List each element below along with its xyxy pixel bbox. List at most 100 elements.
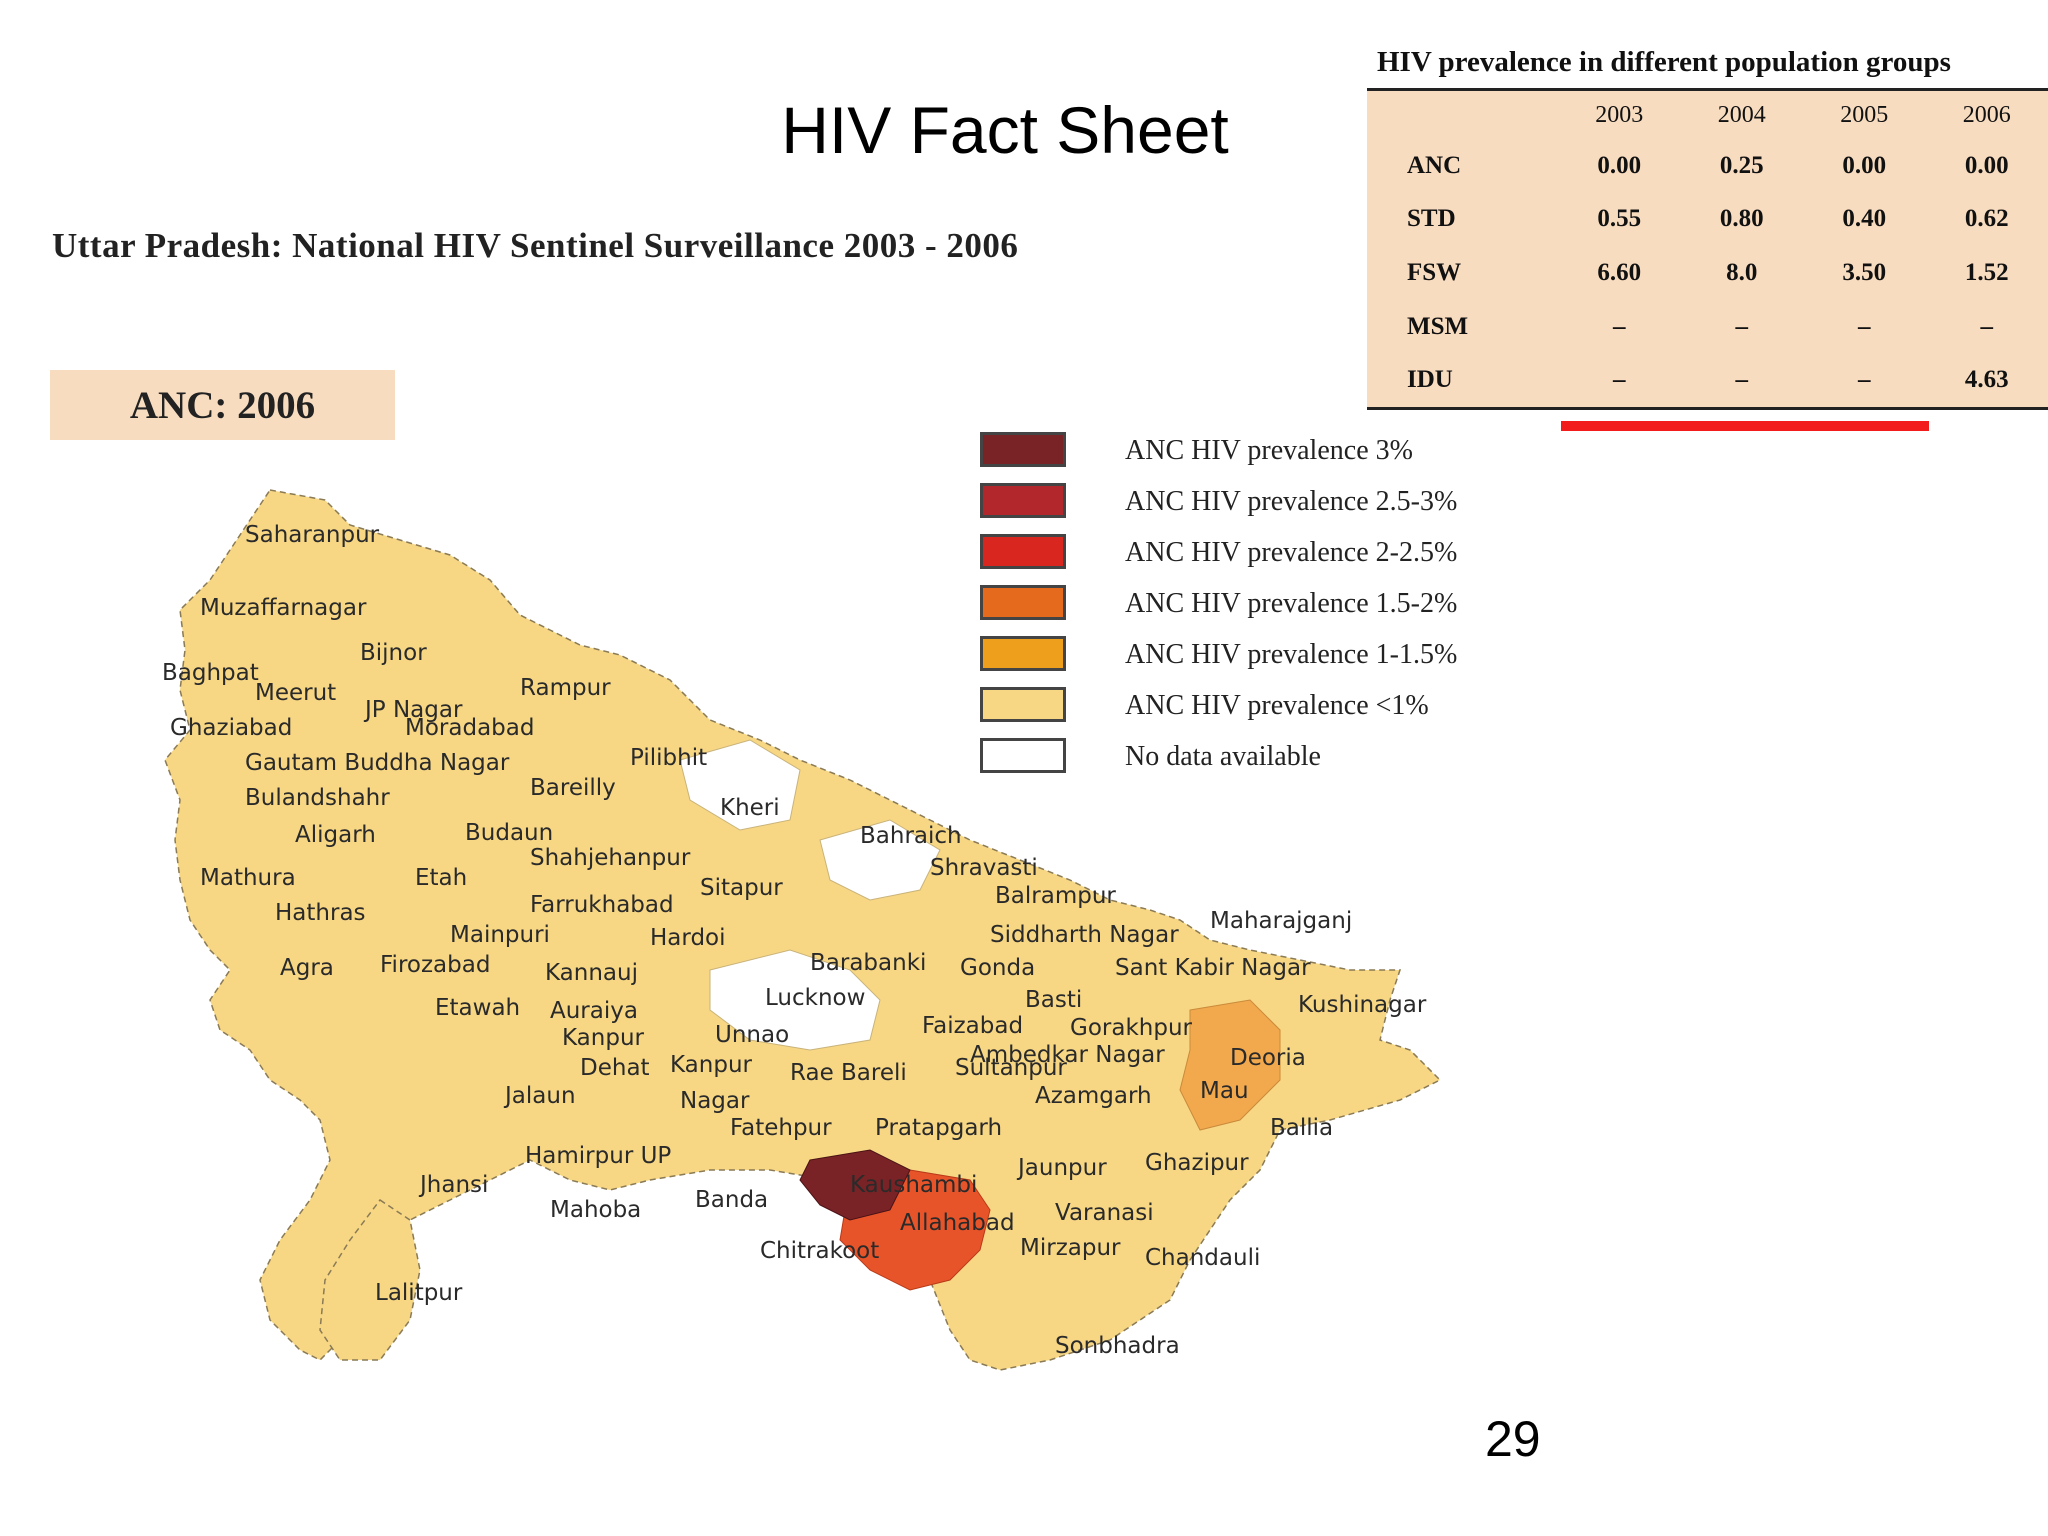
district-label: Azamgarh xyxy=(1035,1083,1152,1109)
table-cell: 3.50 xyxy=(1842,258,1887,286)
legend-label: No data available xyxy=(1125,741,1321,772)
legend-label: ANC HIV prevalence 2.5-3% xyxy=(1125,486,1458,517)
table-cell: 1.52 xyxy=(1964,258,2009,286)
map-year-label: ANC: 2006 xyxy=(50,370,395,440)
legend-swatch xyxy=(980,432,1066,467)
district-label: Shravasti xyxy=(930,855,1038,881)
district-label: Mahoba xyxy=(550,1197,641,1223)
table-cell: – xyxy=(1613,312,1626,340)
district-label: Jaunpur xyxy=(1016,1155,1107,1181)
table-header-row: 2003 2004 2005 2006 xyxy=(1367,91,2048,139)
district-label: Basti xyxy=(1025,987,1082,1013)
table-cell: 0.62 xyxy=(1964,205,2009,233)
district-label: Agra xyxy=(280,955,334,981)
legend-label: ANC HIV prevalence <1% xyxy=(1125,690,1429,721)
table-cell-group: STD xyxy=(1407,205,1456,233)
table-header-year: 2006 xyxy=(1962,101,2011,128)
district-label: Moradabad xyxy=(405,715,534,741)
table-cell: 0.55 xyxy=(1597,205,1642,233)
district-label: Dehat xyxy=(580,1055,650,1081)
mau-deoria-region xyxy=(1179,999,1281,1131)
no-data-region xyxy=(679,739,801,831)
district-label: Rampur xyxy=(520,675,611,701)
district-label: Gorakhpur xyxy=(1070,1015,1193,1041)
district-label: Kheri xyxy=(720,795,780,821)
district-label: Sitapur xyxy=(700,875,783,901)
district-label: Bahraich xyxy=(860,823,962,849)
district-label: Nagar xyxy=(680,1088,750,1114)
district-label: Meerut xyxy=(255,680,336,706)
district-label: Bulandshahr xyxy=(245,785,390,811)
district-label: Kaushambi xyxy=(850,1172,977,1198)
table-cell: 8.0 xyxy=(1726,258,1758,286)
slide-subtitle: Uttar Pradesh: National HIV Sentinel Sur… xyxy=(52,226,1019,265)
district-label: Deoria xyxy=(1230,1045,1306,1071)
district-label: Chandauli xyxy=(1145,1245,1260,1271)
district-label: Shahjehanpur xyxy=(530,845,691,871)
district-label: Sultanpur xyxy=(955,1055,1067,1081)
district-label: Allahabad xyxy=(900,1210,1015,1236)
district-label: Ghazipur xyxy=(1145,1150,1249,1176)
district-label: Pilibhit xyxy=(630,745,707,771)
district-label: Mirzapur xyxy=(1020,1235,1121,1261)
table-cell-group: FSW xyxy=(1407,258,1462,286)
district-label: Gautam Buddha Nagar xyxy=(245,750,510,776)
table-cell: 4.63 xyxy=(1964,366,2009,394)
legend-swatch xyxy=(980,534,1066,569)
district-label: Fatehpur xyxy=(730,1115,832,1141)
legend-swatch xyxy=(980,687,1066,722)
lalitpur-region xyxy=(319,1198,421,1361)
legend-label: ANC HIV prevalence 2-2.5% xyxy=(1125,537,1458,568)
district-label: Balrampur xyxy=(995,883,1116,909)
district-label: Bareilly xyxy=(530,775,616,801)
table-header-empty xyxy=(1367,91,1558,139)
district-label: Faizabad xyxy=(922,1013,1023,1039)
table-cell: – xyxy=(1735,312,1749,340)
table-cell-group: ANC xyxy=(1407,151,1462,179)
district-label: Lalitpur xyxy=(375,1280,463,1306)
page-number: 29 xyxy=(1485,1411,1541,1467)
table-cell: 0.40 xyxy=(1842,205,1887,233)
uttar-pradesh-map: Saharanpur Muzaffarnagar Bijnor Baghpat Meer… xyxy=(150,480,1560,1430)
kaushambi-region xyxy=(799,1149,911,1221)
district-label: Etah xyxy=(415,865,467,891)
district-label: Saharanpur xyxy=(245,522,380,548)
district-label: Firozabad xyxy=(380,952,490,978)
table-cell: – xyxy=(1980,312,1994,340)
table-row: IDU – – – 4.63 xyxy=(1367,353,2048,407)
table-cell: 0.00 xyxy=(1964,151,2009,179)
district-label: Mainpuri xyxy=(450,922,550,948)
district-label: Gonda xyxy=(960,955,1035,981)
district-label: Pratapgarh xyxy=(875,1115,1002,1141)
legend-swatch xyxy=(980,483,1066,518)
legend-label: ANC HIV prevalence 3% xyxy=(1125,435,1413,466)
district-label: Baghpat xyxy=(162,660,259,686)
district-label: Lucknow xyxy=(765,985,865,1011)
district-label: JP Nagar xyxy=(363,697,463,723)
no-data-region xyxy=(709,949,881,1051)
district-label: Ambedkar Nagar xyxy=(970,1042,1165,1068)
table-cell: 0.25 xyxy=(1719,151,1764,179)
table-row: STD 0.55 0.80 0.40 0.62 xyxy=(1367,193,2048,247)
district-label: Kanpur xyxy=(562,1025,645,1051)
legend-swatch xyxy=(980,636,1066,671)
map-svg: Saharanpur Muzaffarnagar Bijnor BaghpatMeer… xyxy=(162,489,1442,1371)
table-cell: – xyxy=(1735,366,1749,394)
district-label: Banda xyxy=(695,1187,768,1213)
table-row: ANC 0.00 0.25 0.00 0.00 xyxy=(1367,139,2048,193)
district-label: Unnao xyxy=(715,1022,789,1048)
table-cell: 0.00 xyxy=(1842,151,1887,179)
slide-title: HIV Fact Sheet xyxy=(781,93,1229,167)
district-label: Mau xyxy=(1200,1078,1249,1104)
district-label: Budaun xyxy=(465,820,553,846)
district-label: Hathras xyxy=(275,900,366,926)
district-label: Ghaziabad xyxy=(170,715,292,741)
district-label: Kushinagar xyxy=(1298,992,1427,1018)
table-header-year: 2005 xyxy=(1840,101,1889,128)
no-data-region xyxy=(819,819,941,901)
district-labels: Saharanpur Muzaffarnagar Bijnor BaghpatMeer… xyxy=(162,522,1427,1359)
district-label: Farrukhabad xyxy=(530,892,674,918)
district-label: Maharajganj xyxy=(1210,908,1352,934)
prevalence-table: 2003 2004 2005 2006 ANC 0.00 0.25 0.00 0… xyxy=(1367,88,2048,410)
district-label: Etawah xyxy=(435,995,520,1021)
